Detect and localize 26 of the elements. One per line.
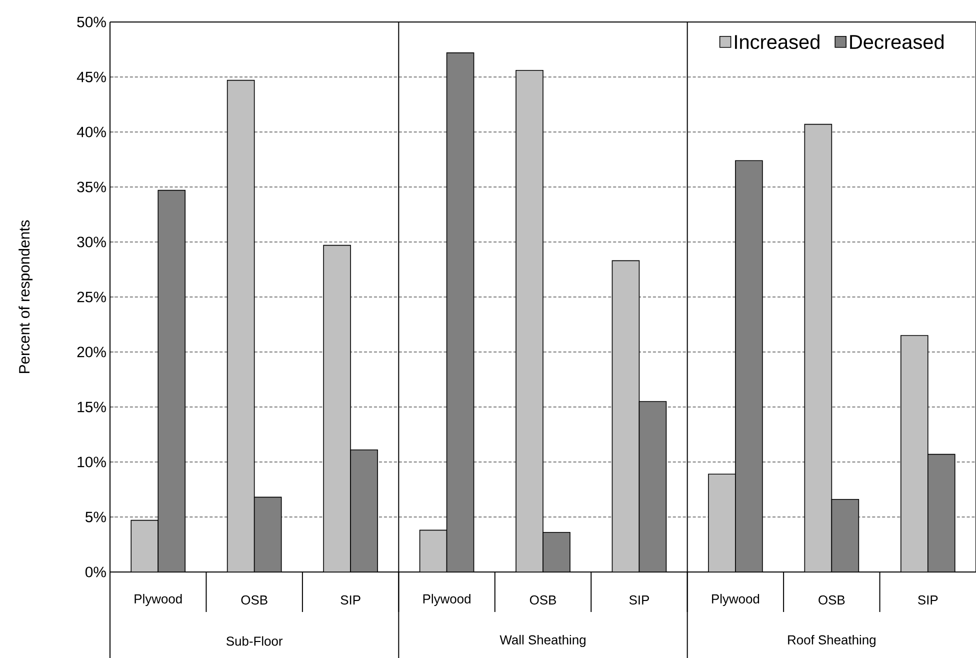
x-tick-label: SIP — [629, 595, 649, 605]
x-tick-label: OSB — [530, 595, 556, 605]
y-axis-title: Percent of respondents — [18, 220, 33, 374]
x-tick-label: SIP — [918, 595, 938, 605]
y-tick-label: 5% — [85, 512, 106, 522]
x-tick-label: Plywood — [423, 594, 470, 606]
y-tick-label: 35% — [77, 182, 106, 192]
text: Roof Sheathing — [788, 634, 876, 648]
y-tick-label: 20% — [77, 346, 106, 358]
x-tick-label: OSB — [241, 595, 268, 605]
legend-label: Increased — [735, 34, 820, 50]
y-tick-label: 25% — [77, 292, 106, 302]
y-tick-label: 50% — [77, 16, 106, 28]
y-tick-label: 40% — [76, 126, 106, 138]
y-tick-label: 30% — [77, 236, 106, 248]
x-tick-label: Plywood — [712, 594, 760, 606]
text: Sub-Floor — [226, 636, 283, 646]
legend-label: Decreased — [850, 34, 944, 50]
x-tick-label: Plywood — [134, 594, 182, 606]
y-tick-label: 0% — [85, 566, 106, 578]
y-tick-label: 10% — [78, 456, 106, 468]
y-tick-label: 15% — [78, 402, 106, 412]
text: Wall Sheathing — [500, 634, 586, 648]
x-tick-label: OSB — [818, 595, 845, 605]
y-tick-label: 45% — [76, 72, 106, 82]
x-tick-label: SIP — [340, 595, 360, 605]
